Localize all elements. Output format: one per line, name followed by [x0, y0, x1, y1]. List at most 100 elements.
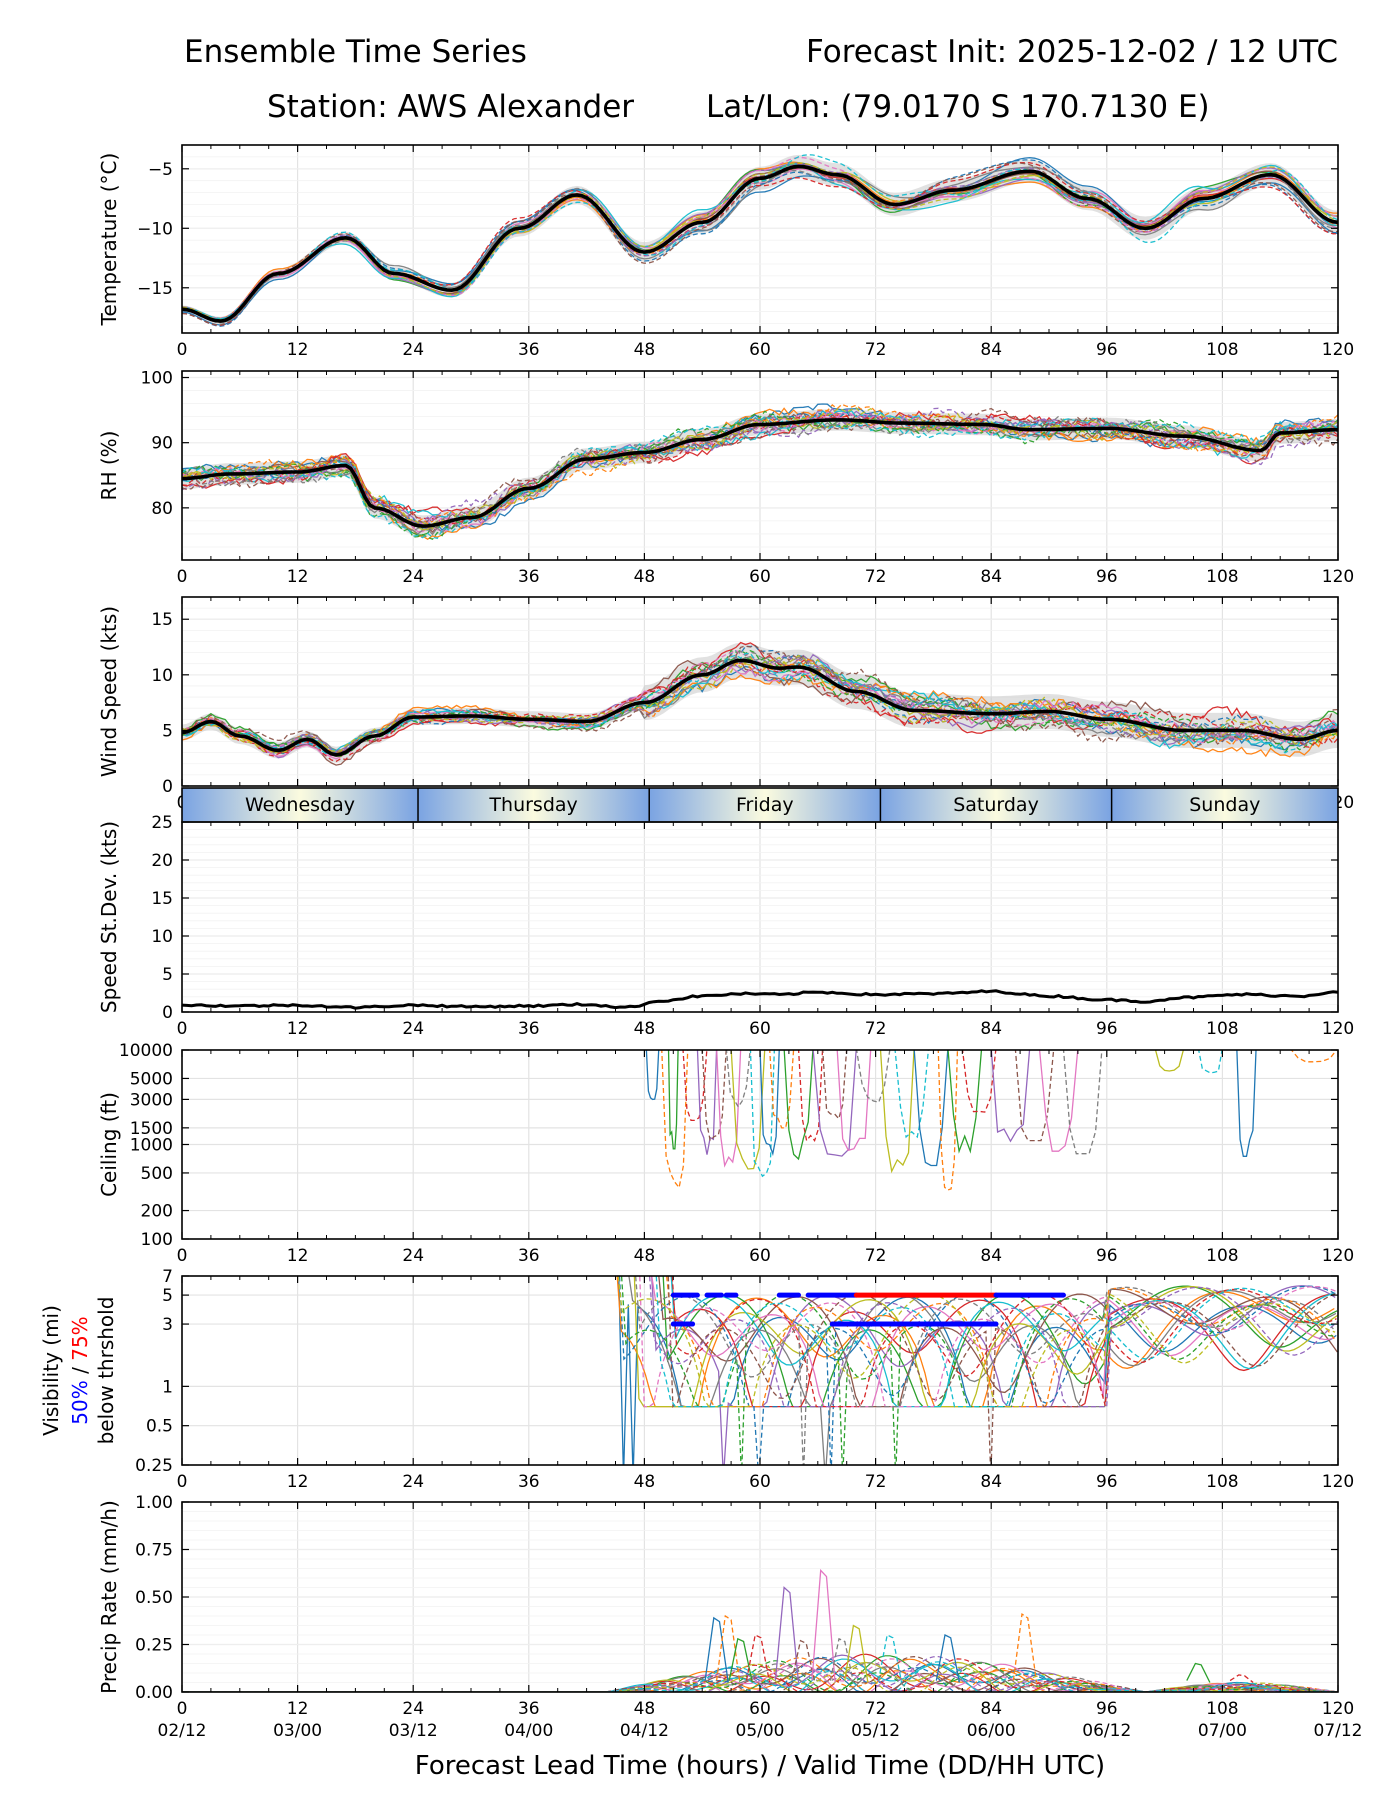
precip_rate-ylabel: Precip Rate (mm/h)	[97, 1500, 121, 1694]
y-tick-label: −10	[137, 219, 173, 239]
y-tick-label: 10	[151, 666, 173, 686]
ceiling-member-dip	[1198, 1050, 1223, 1074]
ceiling-member-dip	[696, 1050, 718, 1155]
ceiling-member-dip	[661, 1050, 689, 1190]
x-tick-label: 0	[177, 567, 188, 587]
y-tick-label: 90	[151, 434, 173, 454]
ceiling-member-dip	[879, 1050, 915, 1174]
panel-wind_speed: 01224364860728496108120051015Wind Speed …	[97, 596, 1354, 813]
ceiling-member-dip	[701, 1050, 727, 1142]
valid-time-label: 07/00	[1198, 1721, 1247, 1741]
ceiling-member-dip	[1154, 1050, 1185, 1072]
ceiling-member-dip	[1290, 1050, 1338, 1063]
y-tick-label: 20	[151, 851, 173, 871]
rh-ylabel: RH (%)	[97, 431, 121, 501]
ceiling-member-dip	[716, 1050, 742, 1168]
rh-plot-area	[182, 403, 1338, 540]
x-tick-label: 84	[980, 1699, 1002, 1719]
x-tick-label: 108	[1206, 1019, 1238, 1039]
legend-50pct: 50%	[68, 1380, 92, 1424]
y-tick-label: 0.50	[135, 1588, 173, 1608]
y-tick-label: 0.25	[135, 1636, 173, 1656]
x-tick-label: 60	[749, 1472, 771, 1492]
y-tick-label: 5	[162, 965, 173, 985]
x-tick-label: 72	[865, 1472, 887, 1492]
wind_speed-spread-band	[182, 642, 1338, 763]
day-cell-friday	[649, 788, 881, 822]
x-axis-label: Forecast Lead Time (hours) / Valid Time …	[415, 1751, 1105, 1781]
panel-ceiling: 0 12 24 36 48 60 72 84 96 108 120 100 200 500 10001500…	[97, 1041, 1354, 1266]
precip-member-5	[182, 1654, 1338, 1692]
day-label-friday: Friday	[736, 794, 794, 816]
wind_speed-ylabel: Wind Speed (kts)	[97, 606, 121, 777]
x-tick-label: 96	[1096, 567, 1118, 587]
y-tick-label: 0.75	[135, 1541, 173, 1561]
ceiling-member-dip	[1236, 1050, 1257, 1157]
precip-member-19	[182, 1663, 1338, 1692]
precip-peak	[877, 1634, 903, 1683]
y-tick-label: 0	[162, 777, 173, 797]
x-tick-label: 24	[402, 340, 424, 360]
visibility-plot-area	[616, 1276, 1338, 1465]
ceiling-plot-area	[645, 1050, 1338, 1191]
wind_speed-member-15	[182, 654, 1338, 753]
day-cell-saturday	[880, 788, 1112, 822]
day-label-saturday: Saturday	[953, 794, 1039, 816]
x-tick-label: 60	[749, 567, 771, 587]
ceiling-member-dip	[1014, 1050, 1055, 1142]
rh-member-13	[182, 410, 1338, 540]
x-tick-label: 96	[1096, 1019, 1118, 1039]
x-tick-label: 72	[865, 1019, 887, 1039]
y-tick-label: 0	[162, 1003, 173, 1023]
precip-member-13	[182, 1660, 1338, 1692]
x-tick-label: 108	[1206, 1699, 1238, 1719]
x-tick-label: 36	[518, 1699, 540, 1719]
x-tick-label: 72	[865, 567, 887, 587]
precip-member-7	[182, 1662, 1338, 1692]
x-tick-label: 36	[518, 1472, 540, 1492]
valid-time-label: 05/12	[851, 1721, 900, 1741]
day-band: Wednesday Thursday Friday Saturday Sunday	[181, 787, 1339, 823]
visibility-ylabel: Visibility (mi)	[39, 1305, 63, 1436]
x-tick-label: 120	[1322, 1472, 1354, 1492]
x-tick-label: 48	[634, 1699, 656, 1719]
visibility-member-15	[648, 1276, 1338, 1408]
wind_speed-plot-area	[182, 641, 1338, 766]
precip-peak	[1186, 1662, 1211, 1683]
y-tick-label: 1000	[130, 1136, 173, 1156]
ceiling-member-dip	[913, 1050, 949, 1167]
x-tick-label: 0	[177, 1472, 188, 1492]
y-tick-label: 15	[151, 889, 173, 909]
precip-peak	[935, 1634, 961, 1683]
panel-precip_rate: 0 12 24 36 48 60 72 84 96 108 120 0.00 0.25 0.50 0.75 1…	[97, 1493, 1363, 1781]
ceiling-member-dip	[730, 1050, 766, 1170]
precip-peak	[791, 1639, 816, 1683]
x-tick-label: 12	[287, 340, 309, 360]
valid-time-label: 04/00	[504, 1721, 553, 1741]
precip-member-9	[182, 1661, 1338, 1692]
ceiling-member-dip	[812, 1050, 857, 1157]
day-label-wednesday: Wednesday	[245, 794, 355, 816]
x-tick-label: 96	[1096, 1246, 1118, 1266]
temperature-ensemble-mean	[182, 164, 1338, 323]
ceiling-member-dip	[1038, 1050, 1079, 1152]
x-tick-label: 72	[865, 1699, 887, 1719]
x-tick-label: 48	[634, 1019, 656, 1039]
ceiling-member-dip	[836, 1050, 872, 1152]
precip-peak	[1012, 1612, 1038, 1683]
visibility-member-7	[651, 1276, 1335, 1408]
x-tick-label: 0	[177, 1246, 188, 1266]
x-tick-label: 84	[980, 1019, 1002, 1039]
precip-peak	[715, 1614, 741, 1683]
rh-spread-band	[182, 409, 1338, 537]
x-tick-label: 12	[287, 1246, 309, 1266]
visibility-member-17	[639, 1276, 1338, 1408]
x-tick-label: 120	[1322, 1699, 1354, 1719]
y-tick-label: −15	[137, 279, 173, 299]
y-tick-label: 80	[151, 499, 173, 519]
x-tick-label: 84	[980, 1246, 1002, 1266]
precip-member-18	[182, 1662, 1338, 1692]
day-label-sunday: Sunday	[1189, 794, 1260, 816]
y-tick-label: 0.25	[135, 1456, 173, 1476]
